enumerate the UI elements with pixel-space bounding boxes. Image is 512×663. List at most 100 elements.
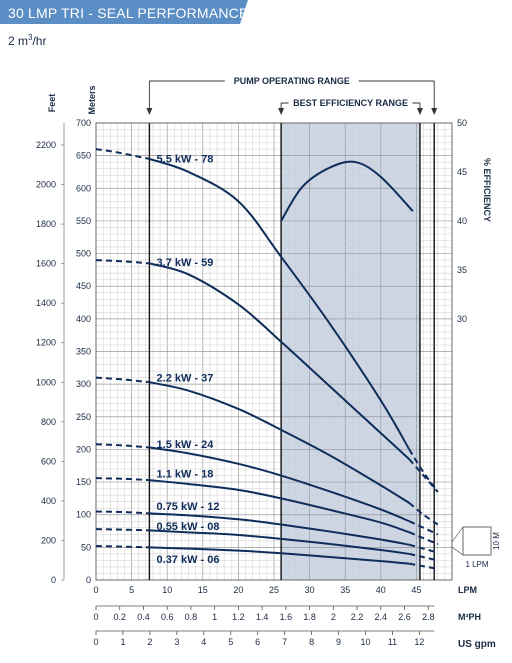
m3ph-tick-label: 2.4 <box>375 612 388 622</box>
range-arrow <box>431 108 438 115</box>
lpm-tick-label: 5 <box>129 585 134 595</box>
feet-tick-label: 2000 <box>36 180 56 190</box>
meters-tick-label: 200 <box>76 444 91 454</box>
range-label-backdrop <box>224 75 359 87</box>
feet-axis-label: Feet <box>47 94 57 113</box>
lpm-tick-label: 0 <box>93 585 98 595</box>
pump-curve-tail <box>409 562 438 570</box>
meters-tick-label: 450 <box>76 281 91 291</box>
lpm-axis: 0 5 10 15 20 25 30 35 40 45 LPM <box>93 585 477 595</box>
subtitle-tail: /hr <box>32 34 47 48</box>
m3ph-tick-label: 0.4 <box>137 612 150 622</box>
usgpm-tick-label: 12 <box>414 637 424 647</box>
pump-curve-dashed <box>95 259 150 265</box>
pump-curve-line <box>149 512 410 546</box>
pump-curve-0: 5.5 kW - 78 <box>95 148 439 493</box>
pump-curve-line <box>149 479 410 534</box>
m3ph-tick-label: 0.8 <box>185 612 198 622</box>
efficiency-tick-label: 45 <box>457 167 467 177</box>
feet-tick-label: 800 <box>41 417 56 427</box>
feet-tick-label: 600 <box>41 456 56 466</box>
plot-frame <box>95 122 453 581</box>
feet-tick-label: 1000 <box>36 377 56 387</box>
flow-unit-subtitle: 2 m3/hr <box>8 33 46 48</box>
m3ph-tick-label: 1.2 <box>232 612 245 622</box>
pump-curve-dashed <box>95 148 150 160</box>
m3ph-tick-label: 0.6 <box>161 612 174 622</box>
meters-tick-label: 600 <box>76 183 91 193</box>
usgpm-axis-label: US gpm <box>458 639 496 650</box>
scale-box: 1 LPM 10 M <box>451 526 501 569</box>
m3ph-axis-label: M³PH <box>458 612 481 622</box>
pump-curve-label: 0.37 kW - 06 <box>157 554 220 566</box>
efficiency-tick-label: 50 <box>457 118 467 128</box>
efficiency-curve <box>280 160 414 222</box>
scale-box-rect <box>462 526 492 556</box>
meters-tick-label: 100 <box>76 510 91 520</box>
lpm-tick-label: 25 <box>269 585 279 595</box>
usgpm-tick-label: 9 <box>336 637 341 647</box>
lpm-tick-label: 40 <box>376 585 386 595</box>
meters-tick-label: 150 <box>76 477 91 487</box>
pump-curve-tail <box>408 531 439 546</box>
pump-curve-tail <box>408 502 439 526</box>
pump-curve-label: 2.2 kW - 37 <box>157 373 214 385</box>
feet-tick-label: 1600 <box>36 259 56 269</box>
m3ph-tick-label: 1.8 <box>303 612 316 622</box>
usgpm-tick-label: 10 <box>360 637 370 647</box>
meters-axis-label: Meters <box>87 85 97 114</box>
range-arrow <box>146 108 153 115</box>
subtitle-sup: 3 <box>28 33 33 42</box>
efficiency-axis-label: % EFFICIENCY <box>482 158 492 222</box>
best-efficiency-range: BEST EFFICIENCY RANGE <box>278 97 423 115</box>
pump-curve-tail <box>408 520 439 536</box>
usgpm-axis: 0 1 2 3 4 5 6 7 8 9 10 11 12 US gpm <box>93 630 496 650</box>
m3ph-tick-label: 2.6 <box>398 612 411 622</box>
usgpm-tick-label: 5 <box>228 637 233 647</box>
feet-tick-label: 1200 <box>36 338 56 348</box>
usgpm-tick-label: 0 <box>93 637 98 647</box>
pump-curve-label: 3.7 kW - 59 <box>157 257 214 269</box>
range-markers: PUMP OPERATING RANGE BEST EFFICIENCY RANG… <box>146 75 438 580</box>
efficiency-tick-label: 35 <box>457 265 467 275</box>
scale-box-pointer <box>451 546 464 556</box>
scale-box-horizontal-label: 1 LPM <box>465 560 488 569</box>
pump-curve-1: 3.7 kW - 59 <box>95 257 439 493</box>
lpm-tick-label: 45 <box>411 585 421 595</box>
pump-curve-tail <box>409 543 439 554</box>
meters-tick-label: 500 <box>76 249 91 259</box>
pump-curve-line <box>149 262 410 460</box>
pump-curve-2: 2.2 kW - 37 <box>95 373 439 526</box>
banner-shape <box>0 0 248 24</box>
pump-curve-dashed <box>95 477 150 482</box>
pump-curve-7: 0.37 kW - 06 <box>95 545 438 570</box>
usgpm-tick-label: 4 <box>201 637 206 647</box>
lpm-axis-label: LPM <box>458 585 477 595</box>
pump-curve-3: 1.5 kW - 24 <box>95 439 439 536</box>
range-arrow <box>278 108 285 115</box>
pump-curve-line <box>149 446 410 523</box>
feet-tick-label: 400 <box>41 496 56 506</box>
pump-curve-label: 5.5 kW - 78 <box>157 153 214 165</box>
pump-curve-tail <box>409 552 438 562</box>
pump-operating-range: PUMP OPERATING RANGE <box>146 75 438 115</box>
efficiency-axis: 30 35 40 45 50 % EFFICIENCY <box>457 118 492 324</box>
pump-curve-dashed <box>95 510 150 515</box>
meters-tick-label: 550 <box>76 216 91 226</box>
lpm-tick-label: 20 <box>233 585 243 595</box>
usgpm-tick-label: 3 <box>174 637 179 647</box>
range-label-backdrop <box>288 97 413 109</box>
meters-tick-label: 250 <box>76 412 91 422</box>
pump-curve-line <box>149 157 411 450</box>
lpm-tick-label: 10 <box>162 585 172 595</box>
usgpm-tick-label: 7 <box>282 637 287 647</box>
pump-curve-5: 0.75 kW - 12 <box>95 501 439 554</box>
lpm-tick-label: 15 <box>198 585 208 595</box>
meters-tick-label: 650 <box>76 151 91 161</box>
meters-tick-label: 0 <box>86 575 91 585</box>
usgpm-tick-label: 1 <box>120 637 125 647</box>
m3ph-tick-label: 0 <box>93 612 98 622</box>
subtitle-base: 2 m <box>8 34 29 48</box>
pump-curve-dashed <box>95 443 150 449</box>
